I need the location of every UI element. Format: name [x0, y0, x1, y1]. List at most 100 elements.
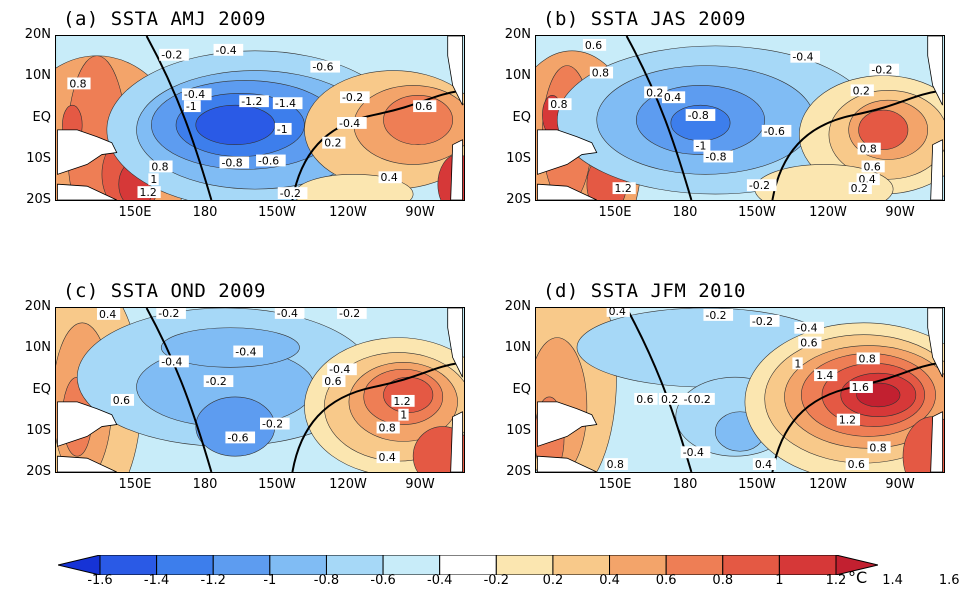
contour-label: 0.4: [99, 308, 116, 321]
land-mass: [537, 183, 597, 200]
land-mass: [450, 139, 463, 200]
lon-label: 150W: [738, 477, 776, 492]
lon-label: 90W: [885, 477, 915, 492]
colorbar-tick-label: 0.8: [712, 573, 734, 588]
contour-label: 1.2: [393, 395, 410, 408]
contour-label: -0.4: [235, 345, 256, 358]
lon-label: 90W: [405, 477, 435, 492]
colorbar-tick-label: 0.6: [655, 573, 677, 588]
lon-label: 150W: [258, 205, 296, 220]
contour-label: 1: [150, 173, 157, 186]
colorbar-tick-label: -0.6: [370, 573, 396, 588]
contour-label: 0.8: [151, 160, 168, 173]
contour-label: -1: [696, 140, 707, 153]
contour-label: 0.6: [863, 160, 880, 173]
lon-label: 180: [672, 205, 698, 220]
contour-label: -0.8: [705, 150, 726, 163]
panel-title: (c) SSTA OND 2009: [63, 280, 266, 302]
contour-label: -0.2: [262, 418, 283, 431]
land-mass: [57, 129, 118, 175]
sst-anomaly-map: -0.4 -0.2 -0.6 0.8 -0.4 -1.2 -1.4 -1 -0.2 0.6 -0.4…: [55, 35, 465, 201]
contour-label: 1.2: [139, 186, 156, 199]
land-mass: [537, 455, 597, 472]
zero-contour-line: [771, 89, 943, 200]
lon-label: 150W: [738, 205, 776, 220]
contour-label: -0.8: [221, 156, 242, 169]
zero-contour-line: [625, 36, 693, 200]
lat-label: EQ: [512, 109, 531, 125]
colorbar-tick-label: 1.6: [938, 573, 960, 588]
contour-label: 0.4: [379, 451, 396, 464]
contour-label: -1: [277, 123, 288, 136]
land-mass: [927, 36, 943, 106]
colorbar-swatch: [269, 555, 327, 575]
zero-contour-line: [291, 361, 463, 472]
colorbar-swatch: [665, 555, 724, 575]
land-mass: [930, 411, 943, 472]
colorbar-tick-label: -0.4: [427, 573, 453, 588]
contour-region: [195, 104, 276, 145]
contour-label: -0.2: [280, 187, 301, 200]
zero-contour-line: [291, 89, 463, 200]
contour-label: -1.4: [275, 97, 296, 110]
contour-label: 0.2: [661, 393, 678, 406]
contour-label: -0.2: [161, 49, 182, 62]
colorbar-tick-label: 1.4: [882, 573, 903, 588]
contour-label: 0.6: [113, 394, 130, 407]
lat-label: 10N: [24, 340, 51, 356]
land-mass: [537, 401, 598, 447]
lat-label: 20S: [26, 464, 51, 479]
lon-label: 120W: [809, 205, 847, 220]
colorbar-swatch: [382, 555, 441, 575]
contour-label: -0.2: [705, 309, 726, 322]
contour-label: 0.4: [381, 171, 398, 184]
lon-label: 180: [672, 477, 698, 492]
lon-label: 120W: [329, 205, 367, 220]
contour-label: -0.6: [227, 431, 248, 444]
lat-label: EQ: [32, 381, 51, 397]
contour-label: -0.6: [312, 61, 333, 74]
panel-title: (b) SSTA JAS 2009: [543, 8, 746, 30]
colorbar-swatch: [609, 555, 667, 575]
panel-a: (a) SSTA AMJ 2009 -0.4 -0.2 -0.6 0.8 -0.4 -1.2…: [25, 8, 465, 220]
contour-label: 0.2: [853, 84, 870, 97]
contour-label: 0.8: [550, 98, 567, 111]
colorbar-tick-label: 1: [775, 573, 784, 588]
lat-label: 10S: [506, 422, 531, 438]
sst-anomaly-map: 0.4 -0.2 -0.4 -0.2-0.4-0.4-0.2-0.40.61.210.…: [55, 307, 465, 473]
colorbar-tick-label: -1.6: [87, 573, 113, 588]
sst-anomaly-map: 0.60.8-0.4-0.20.2 0.40.8-0.8-0.60.2-1-0.8…: [535, 35, 945, 201]
colorbar-swatch: [99, 555, 158, 575]
lon-label: 150E: [118, 477, 152, 492]
lat-label: 10N: [504, 340, 531, 356]
zero-contour-line: [145, 36, 213, 200]
colorbar-swatch: [439, 555, 497, 575]
lat-label: 20S: [506, 464, 531, 479]
panel-d: (d) SSTA JFM 2010 0.4 -0.2 -0.2 -0.4 0.6 0.8 1 1…: [505, 280, 945, 492]
colorbar: [58, 555, 878, 575]
lat-label: EQ: [512, 381, 531, 397]
lon-label: 120W: [809, 477, 847, 492]
contour-label: 0.2: [694, 393, 711, 406]
land-mass: [927, 308, 943, 378]
contour-label: -0.2: [158, 307, 179, 320]
contour-label: -0.6: [258, 154, 279, 167]
sst-anomaly-map: 0.4-0.2-0.2-0.40.60.811.41.60.60.2-0.20.…: [535, 307, 945, 473]
land-mass: [930, 139, 943, 200]
lat-label: 10S: [26, 150, 51, 166]
lat-label: 20S: [26, 192, 51, 207]
contour-label: 0.8: [859, 352, 876, 365]
panel-title: (a) SSTA AMJ 2009: [63, 8, 266, 30]
contour-label: 0.8: [69, 77, 86, 90]
land-mass: [447, 308, 463, 378]
contour-label: 0.6: [848, 458, 865, 471]
contour-label: 0.2: [646, 86, 663, 99]
contour-label: 0.2: [851, 182, 868, 195]
contour-label: -0.6: [764, 125, 785, 138]
colorbar-tick-label: -0.8: [313, 573, 340, 588]
colorbar-unit: °C: [848, 568, 868, 587]
contour-label: 0.8: [379, 421, 396, 434]
colorbar-swatch: [58, 555, 101, 575]
contour-label: -0.4: [329, 363, 350, 376]
contour-label: -0.2: [206, 375, 227, 388]
